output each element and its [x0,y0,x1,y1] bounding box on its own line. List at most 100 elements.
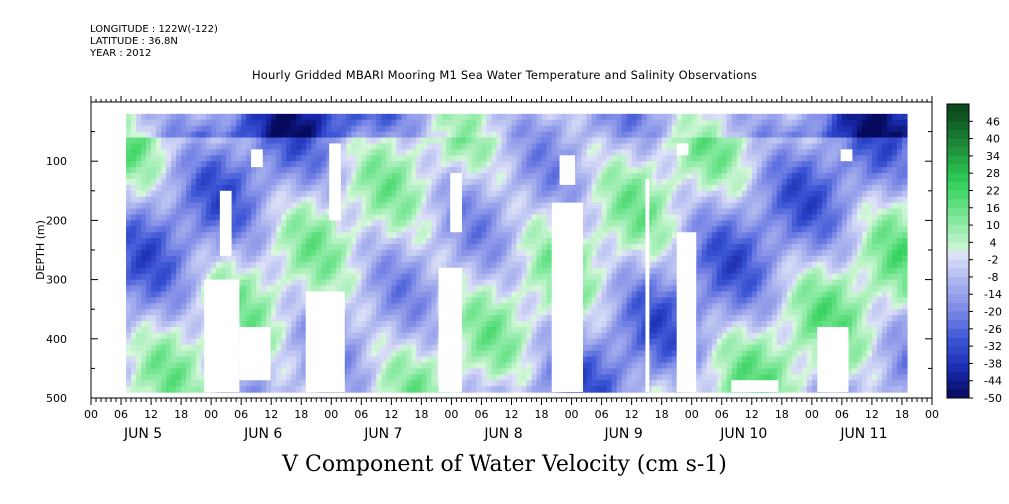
heatmap-cell [636,131,643,139]
heatmap-cell [301,273,307,281]
heatmap-cell [211,220,217,227]
heatmap-cell [266,149,272,156]
heatmap-cell [606,178,613,186]
heatmap-cell [366,149,372,156]
heatmap-cell [351,267,357,275]
heatmap-cell [541,267,548,275]
heatmap-cell [341,220,347,227]
heatmap-cell [591,297,598,304]
heatmap-cell [301,380,307,387]
heatmap-cell [401,279,407,287]
heatmap-cell [286,155,292,162]
heatmap-cell [261,297,267,304]
heatmap-cell [516,202,523,210]
heatmap-cell [416,344,422,352]
heatmap-cell [351,184,357,192]
heatmap-cell [186,250,192,257]
heatmap-cell [611,297,618,304]
heatmap-cell [401,350,407,358]
heatmap-cell [186,261,192,269]
heatmap-cell [156,131,162,139]
heatmap-cell [656,113,663,121]
heatmap-cell [641,386,648,393]
heatmap-cell [256,315,262,322]
heatmap-cell [251,125,257,133]
heatmap-cell [641,173,648,180]
heatmap-cell [476,386,483,393]
heatmap-cell [166,344,172,352]
heatmap-cell [331,279,337,287]
heatmap-cell [556,113,563,121]
heatmap-cell [366,226,372,233]
heatmap-cell [431,178,438,186]
heatmap-cell [296,279,302,287]
heatmap-cell [491,255,498,263]
heatmap-cell [436,261,443,269]
heatmap-cell [616,149,623,156]
heatmap-cell [376,303,382,310]
heatmap-cell [616,386,623,393]
heatmap-cell [261,309,267,316]
heatmap-cell [641,279,648,287]
heatmap-cell [296,321,302,328]
heatmap-cell [416,356,422,364]
heatmap-cell [431,232,438,239]
heatmap-cell [496,149,503,156]
heatmap-cell [126,362,132,369]
heatmap-cell [136,244,142,251]
heatmap-cell [261,267,267,275]
heatmap-cell [301,173,307,180]
heatmap-cell [636,261,643,269]
heatmap-cell [251,291,257,298]
heatmap-cell [551,190,558,198]
heatmap-cell [431,119,438,127]
heatmap-cell [136,267,142,275]
heatmap-cell [396,356,402,364]
heatmap-cell [236,214,242,221]
heatmap-cell [371,303,377,310]
heatmap-cell [611,208,618,216]
heatmap-cell [391,125,397,133]
heatmap-cell [371,149,377,156]
heatmap-cell [131,338,137,346]
heatmap-cell [446,119,453,127]
heatmap-cell [126,238,132,245]
heatmap-cell [626,202,633,210]
heatmap-cell [606,279,613,287]
heatmap-cell [501,238,508,245]
heatmap-cell [611,226,618,233]
heatmap-cell [446,184,453,192]
heatmap-cell [526,309,533,316]
heatmap-cell [381,155,387,162]
heatmap-cell [136,368,142,375]
heatmap-cell [321,208,327,216]
heatmap-cell [461,261,468,269]
heatmap-cell [161,131,167,139]
heatmap-cell [211,161,217,168]
heatmap-cell [461,149,468,156]
heatmap-cell [391,137,397,145]
heatmap-cell [296,315,302,322]
heatmap-cell [201,338,207,346]
heatmap-cell [261,380,267,387]
heatmap-cell [276,131,282,139]
heatmap-cell [286,125,292,133]
heatmap-cell [126,226,132,233]
heatmap-cell [601,244,608,251]
heatmap-cell [181,362,187,369]
heatmap-cell [151,386,157,393]
heatmap-cell [131,226,137,233]
heatmap-cell [186,321,192,328]
heatmap-cell [461,315,468,322]
heatmap-cell [441,208,448,216]
heatmap-cell [326,285,332,293]
heatmap-cell [581,161,588,168]
heatmap-cell [191,374,197,381]
heatmap-cell [341,143,347,150]
heatmap-cell [621,190,628,198]
heatmap-cell [606,220,613,227]
heatmap-cell [276,338,282,346]
heatmap-cell [641,285,648,293]
heatmap-cell [141,332,147,340]
heatmap-cell [631,238,638,245]
